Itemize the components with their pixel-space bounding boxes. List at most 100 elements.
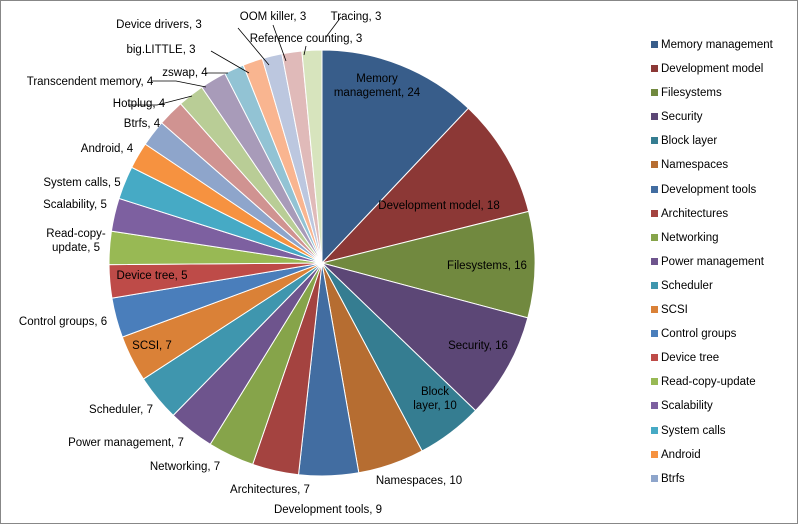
legend: Memory management Development model Filesy… — [651, 39, 791, 497]
legend-item: Android — [651, 449, 791, 473]
legend-swatch — [651, 137, 658, 145]
pie-slice — [321, 49, 470, 265]
legend-swatch — [651, 378, 658, 386]
legend-item: Memory management — [651, 39, 791, 63]
slice-label: Development tools, 9 — [274, 504, 382, 516]
legend-label: Namespaces — [661, 159, 729, 172]
legend-item: Filesystems — [651, 87, 791, 111]
slice-label: Namespaces, 10 — [376, 475, 462, 487]
pie-slices — [108, 49, 536, 477]
slice-label: Hotplug, 4 — [113, 98, 166, 110]
slice-label: Development model, 18 — [378, 200, 499, 212]
slice-label: Scheduler, 7 — [89, 404, 153, 416]
pie-slice — [321, 210, 536, 319]
legend-label: Device tree — [661, 352, 720, 365]
legend-label: Scalability — [661, 400, 713, 413]
legend-swatch — [651, 281, 658, 289]
legend-label: Development model — [661, 63, 764, 76]
legend-item: SCSI — [651, 304, 791, 328]
slice-label: Block layer, 10 — [413, 386, 456, 412]
legend-label: Power management — [661, 255, 764, 268]
slice-label: big.LITTLE, 3 — [126, 44, 195, 56]
slice-label: Networking, 7 — [150, 461, 220, 473]
slice-labels: Memory management, 24 Development model, 1… — [19, 11, 527, 516]
leader-line — [151, 80, 207, 88]
legend-label: Scheduler — [661, 279, 713, 292]
slice-label: Security, 16 — [448, 340, 508, 352]
leader-lines — [128, 16, 342, 106]
legend-swatch — [651, 257, 658, 265]
legend-swatch — [651, 474, 658, 482]
slice-label: Read-copy-update, 5 — [46, 228, 106, 254]
leader-line — [210, 50, 250, 74]
legend-swatch — [651, 209, 658, 217]
legend-item: Read-copy-update — [651, 376, 791, 400]
legend-item: Namespaces — [651, 159, 791, 183]
legend-label: Android — [661, 448, 701, 461]
slice-label: OOM killer, 3 — [240, 11, 306, 23]
legend-swatch — [651, 426, 658, 434]
legend-item: Architectures — [651, 208, 791, 232]
legend-swatch — [651, 185, 658, 193]
legend-swatch — [651, 402, 658, 410]
legend-item: Development tools — [651, 184, 791, 208]
leader-line — [303, 45, 307, 56]
legend-item: Security — [651, 111, 791, 135]
legend-item: Networking — [651, 232, 791, 256]
legend-item: Development model — [651, 63, 791, 87]
legend-swatch — [651, 65, 658, 73]
slice-label: Control groups, 6 — [19, 316, 107, 328]
legend-label: Read-copy-update — [661, 376, 756, 389]
legend-item: System calls — [651, 425, 791, 449]
legend-swatch — [651, 306, 658, 314]
slice-label: Memory management, 24 — [334, 73, 421, 99]
legend-item: Scheduler — [651, 280, 791, 304]
slice-label: Filesystems, 16 — [447, 260, 527, 272]
legend-label: Memory management — [661, 39, 773, 51]
legend-swatch — [651, 161, 658, 169]
leader-line — [325, 16, 342, 38]
legend-swatch — [651, 450, 658, 458]
legend-label: Networking — [661, 231, 719, 244]
slice-label: System calls, 5 — [43, 177, 120, 189]
legend-label: Filesystems — [661, 87, 722, 100]
legend-swatch — [651, 113, 658, 121]
slice-label: Device drivers, 3 — [116, 19, 202, 31]
leader-line — [128, 95, 193, 106]
legend-item: Power management — [651, 256, 791, 280]
leader-line — [272, 24, 287, 62]
slice-label: Scalability, 5 — [43, 199, 107, 211]
legend-item: Control groups — [651, 328, 791, 352]
legend-swatch — [651, 330, 658, 338]
legend-label: Security — [661, 111, 703, 124]
pie-slice — [321, 262, 529, 412]
slice-label: SCSI, 7 — [132, 340, 172, 352]
slice-label: Architectures, 7 — [230, 484, 310, 496]
legend-label: System calls — [661, 424, 726, 437]
slice-label: zswap, 4 — [162, 67, 208, 79]
legend-item: Device tree — [651, 352, 791, 376]
legend-swatch — [651, 41, 658, 48]
legend-label: Btrfs — [661, 472, 685, 485]
slice-label: Tracing, 3 — [331, 11, 382, 23]
legend-item: Block layer — [651, 135, 791, 159]
pie-slice — [301, 49, 323, 264]
legend-swatch — [651, 233, 658, 241]
slice-label: Transcendent memory, 4 — [27, 76, 154, 88]
legend-swatch — [651, 89, 658, 97]
slice-label: Power management, 7 — [68, 437, 184, 449]
slice-label: Android, 4 — [81, 143, 134, 155]
slice-label: Device tree, 5 — [117, 270, 188, 282]
legend-swatch — [651, 354, 658, 362]
pie-slice — [320, 107, 530, 264]
legend-item: Btrfs — [651, 473, 791, 497]
legend-label: Architectures — [661, 207, 729, 220]
legend-label: Control groups — [661, 328, 737, 341]
legend-label: Development tools — [661, 183, 757, 196]
legend-item: Scalability — [651, 400, 791, 424]
leader-line — [237, 27, 270, 66]
legend-label: SCSI — [661, 304, 688, 317]
legend-label: Block layer — [661, 135, 718, 148]
